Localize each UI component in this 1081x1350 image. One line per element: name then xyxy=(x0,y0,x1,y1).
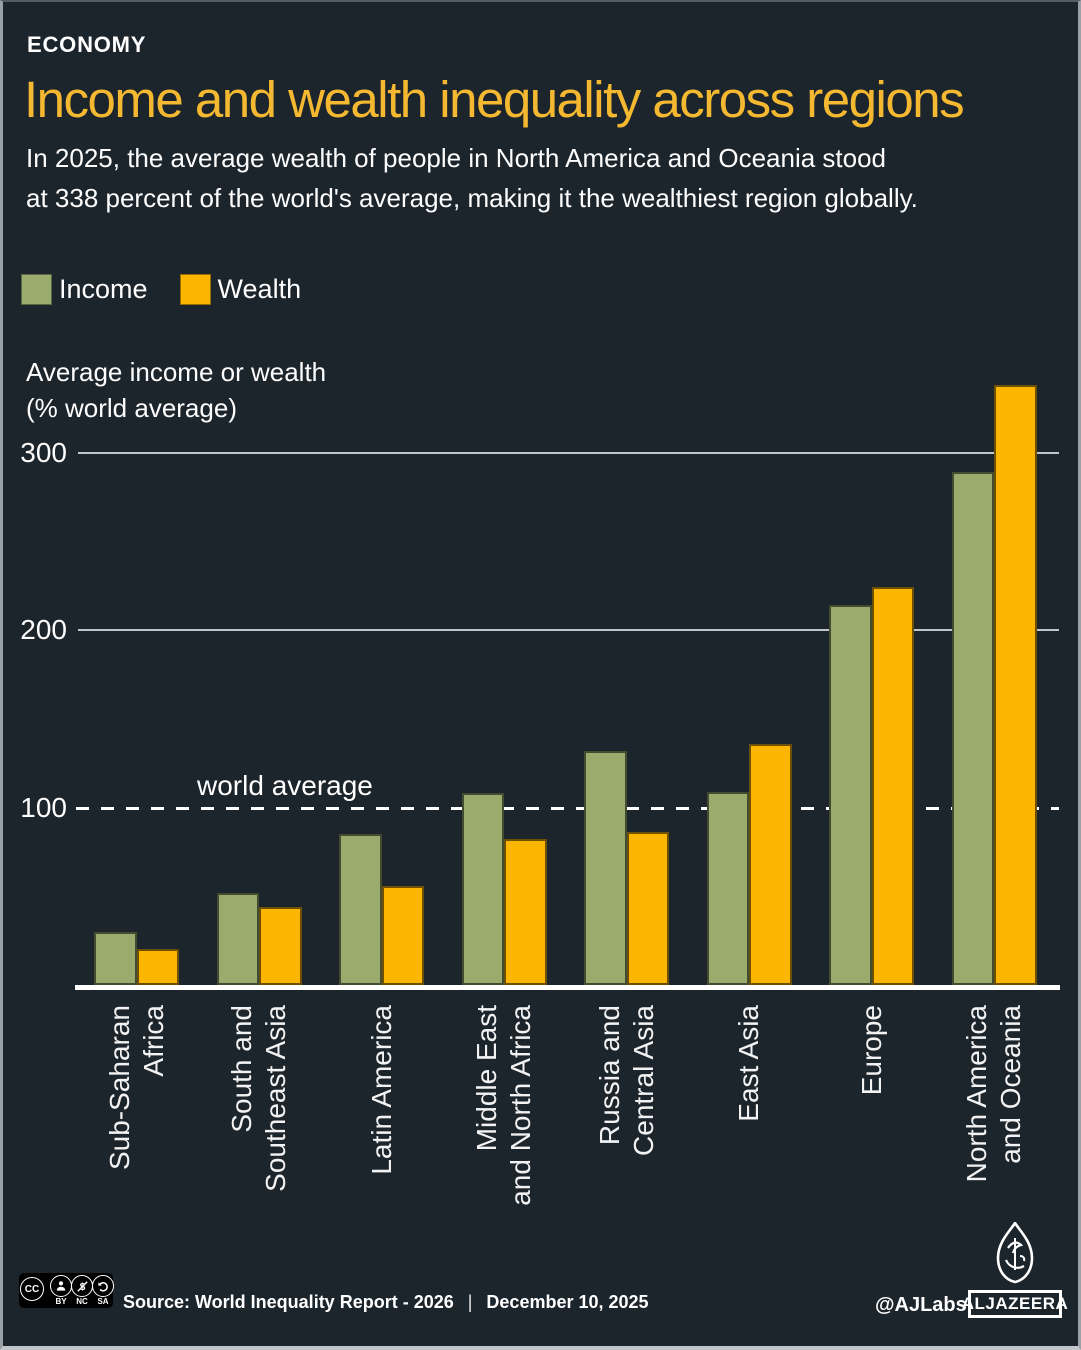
category-label-line: Central Asia xyxy=(627,1005,659,1156)
category-label-line: South and xyxy=(226,1005,257,1133)
category-label-latin-america: Latin America xyxy=(365,1005,399,1267)
bar-income-east-asia xyxy=(706,792,749,985)
y-tick-label-100: 100 xyxy=(20,791,67,823)
cc-nc-dollar-icon: $ xyxy=(71,1275,93,1297)
axis-title: Average income or wealth (% world averag… xyxy=(26,354,326,426)
subtitle-line-1: In 2025, the average wealth of people in… xyxy=(26,143,887,173)
category-label-line: Southeast Asia xyxy=(260,1005,291,1192)
y-tick-label-300: 300 xyxy=(20,436,67,468)
axis-title-line-1: Average income or wealth xyxy=(26,357,327,387)
category-label-line: and North Africa xyxy=(505,1005,536,1206)
page-title: Income and wealth inequality across regi… xyxy=(24,71,965,128)
aljazeera-wordmark: ALJAZEERA xyxy=(962,1290,1068,1318)
category-label-russia-and-central-asia: Russia and Central Asia xyxy=(593,1005,661,1267)
legend-income-label: Income xyxy=(59,274,148,304)
source-line: Source: World Inequality Report - 2026 | D… xyxy=(123,1292,649,1313)
gridline-200 xyxy=(78,629,1059,631)
bar-wealth-latin-america xyxy=(381,886,424,985)
legend-wealth-label: Wealth xyxy=(217,274,302,304)
bar-income-middle-east-and-north-africa xyxy=(461,793,504,985)
category-label-line: Russia and xyxy=(593,1005,625,1146)
kicker: ECONOMY xyxy=(27,32,147,57)
bar-wealth-south-and-southeast-asia xyxy=(259,907,302,985)
bar-wealth-east-asia xyxy=(749,744,792,985)
cc-term-sa: SA xyxy=(97,1297,109,1306)
bar-wealth-middle-east-and-north-africa xyxy=(504,839,547,985)
axis-title-line-2: (% world average) xyxy=(26,393,237,423)
legend-item-wealth: Wealth xyxy=(179,274,302,305)
bar-wealth-europe xyxy=(871,587,914,985)
aljazeera-flame-logo xyxy=(996,1222,1034,1284)
bar-income-south-and-southeast-asia xyxy=(216,893,259,985)
category-label-middle-east-and-north-africa: Middle East and North Africa xyxy=(470,1005,538,1267)
bar-income-russia-and-central-asia xyxy=(584,751,627,985)
svg-text:$: $ xyxy=(79,1282,85,1293)
cc-by-person-icon xyxy=(50,1275,72,1297)
category-label-line: Sub-Saharan xyxy=(103,1005,135,1171)
category-label-line: Latin America xyxy=(365,1005,397,1175)
creative-commons-badge: CC $ BY NC SA xyxy=(19,1273,114,1308)
wealth-swatch xyxy=(179,274,211,305)
category-label-line: North America xyxy=(961,1005,992,1183)
aljazeera-wordmark-text: ALJAZEERA xyxy=(961,1294,1069,1313)
legend: Income Wealth xyxy=(21,274,333,305)
world-average-dashed-line xyxy=(76,806,1059,810)
category-label-east-asia: East Asia xyxy=(732,1005,766,1267)
source-text: Source: World Inequality Report - 2026 xyxy=(123,1292,454,1312)
subtitle: In 2025, the average wealth of people in… xyxy=(26,138,918,218)
category-label-europe: Europe xyxy=(855,1005,889,1267)
ajlabs-credit: @AJLabs xyxy=(875,1294,967,1316)
bar-wealth-sub-saharan-africa xyxy=(136,949,179,985)
category-label-south-and-southeast-asia: South and Southeast Asia xyxy=(225,1005,293,1267)
bar-income-europe xyxy=(829,605,872,985)
category-label-line: Africa xyxy=(137,1005,169,1077)
world-average-label: world average xyxy=(197,769,373,801)
income-swatch xyxy=(21,274,52,305)
gridline-300 xyxy=(78,451,1059,454)
bar-income-latin-america xyxy=(339,834,382,985)
cc-term-by: BY xyxy=(55,1297,67,1306)
category-label-sub-saharan-africa: Sub-Saharan Africa xyxy=(103,1005,171,1267)
category-label-line: Middle East xyxy=(471,1005,502,1152)
category-label-line: East Asia xyxy=(733,1005,764,1122)
bar-wealth-russia-and-central-asia xyxy=(626,832,669,985)
legend-item-income: Income xyxy=(21,274,148,305)
bar-wealth-north-america-and-oceania xyxy=(994,385,1037,985)
cc-term-nc: NC xyxy=(76,1297,88,1306)
y-tick-label-200: 200 xyxy=(20,614,67,645)
cc-icon: CC xyxy=(20,1277,44,1301)
subtitle-line-2: at 338 percent of the world's average, m… xyxy=(26,183,918,213)
date-text: December 10, 2025 xyxy=(486,1292,649,1312)
bar-income-north-america-and-oceania xyxy=(951,472,994,985)
bar-income-sub-saharan-africa xyxy=(94,932,137,985)
x-axis-line xyxy=(75,985,1060,990)
category-label-line: Europe xyxy=(855,1005,887,1096)
separator: | xyxy=(467,1292,473,1312)
cc-sa-arrow-icon xyxy=(92,1275,114,1297)
